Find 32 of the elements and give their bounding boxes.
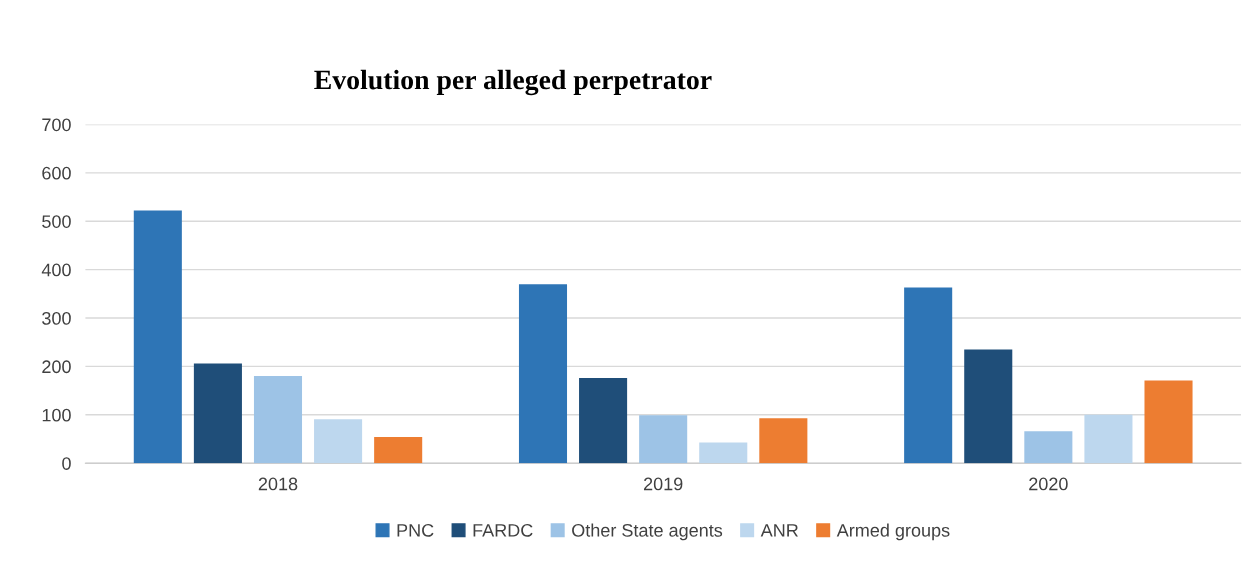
bar bbox=[518, 284, 568, 464]
bar bbox=[904, 287, 953, 464]
legend-label: ANR bbox=[760, 524, 798, 537]
bar bbox=[374, 437, 423, 464]
y-tick-label: 0 bbox=[62, 457, 71, 470]
bar bbox=[1024, 431, 1073, 464]
bar bbox=[133, 210, 182, 464]
y-tick-label: 200 bbox=[42, 360, 71, 374]
x-tick-label: 2018 bbox=[258, 477, 298, 491]
x-tick-label: 2019 bbox=[644, 477, 683, 491]
chart-title: Evolution per alleged perpetrator bbox=[314, 69, 712, 96]
y-tick-label: 100 bbox=[42, 408, 71, 422]
y-tick-label: 500 bbox=[42, 215, 71, 228]
bar bbox=[579, 378, 628, 464]
bar bbox=[699, 442, 748, 464]
bar bbox=[253, 376, 303, 464]
y-tick-label: 700 bbox=[42, 118, 71, 132]
bar bbox=[759, 418, 808, 464]
bar bbox=[639, 415, 688, 464]
y-tick-label: 300 bbox=[42, 311, 71, 325]
bar bbox=[314, 419, 363, 464]
y-tick-label: 600 bbox=[42, 166, 71, 180]
legend-label: Other State agents bbox=[572, 523, 723, 541]
bar bbox=[1144, 380, 1193, 464]
legend-label: PNC bbox=[397, 523, 434, 537]
legend-label: FARDC bbox=[473, 523, 533, 537]
legend-label: Armed groups bbox=[836, 523, 950, 541]
y-tick-label: 400 bbox=[41, 263, 71, 277]
bar bbox=[193, 363, 242, 464]
x-tick-label: 2020 bbox=[1029, 477, 1068, 491]
bar bbox=[1084, 414, 1133, 464]
bar bbox=[964, 349, 1013, 464]
